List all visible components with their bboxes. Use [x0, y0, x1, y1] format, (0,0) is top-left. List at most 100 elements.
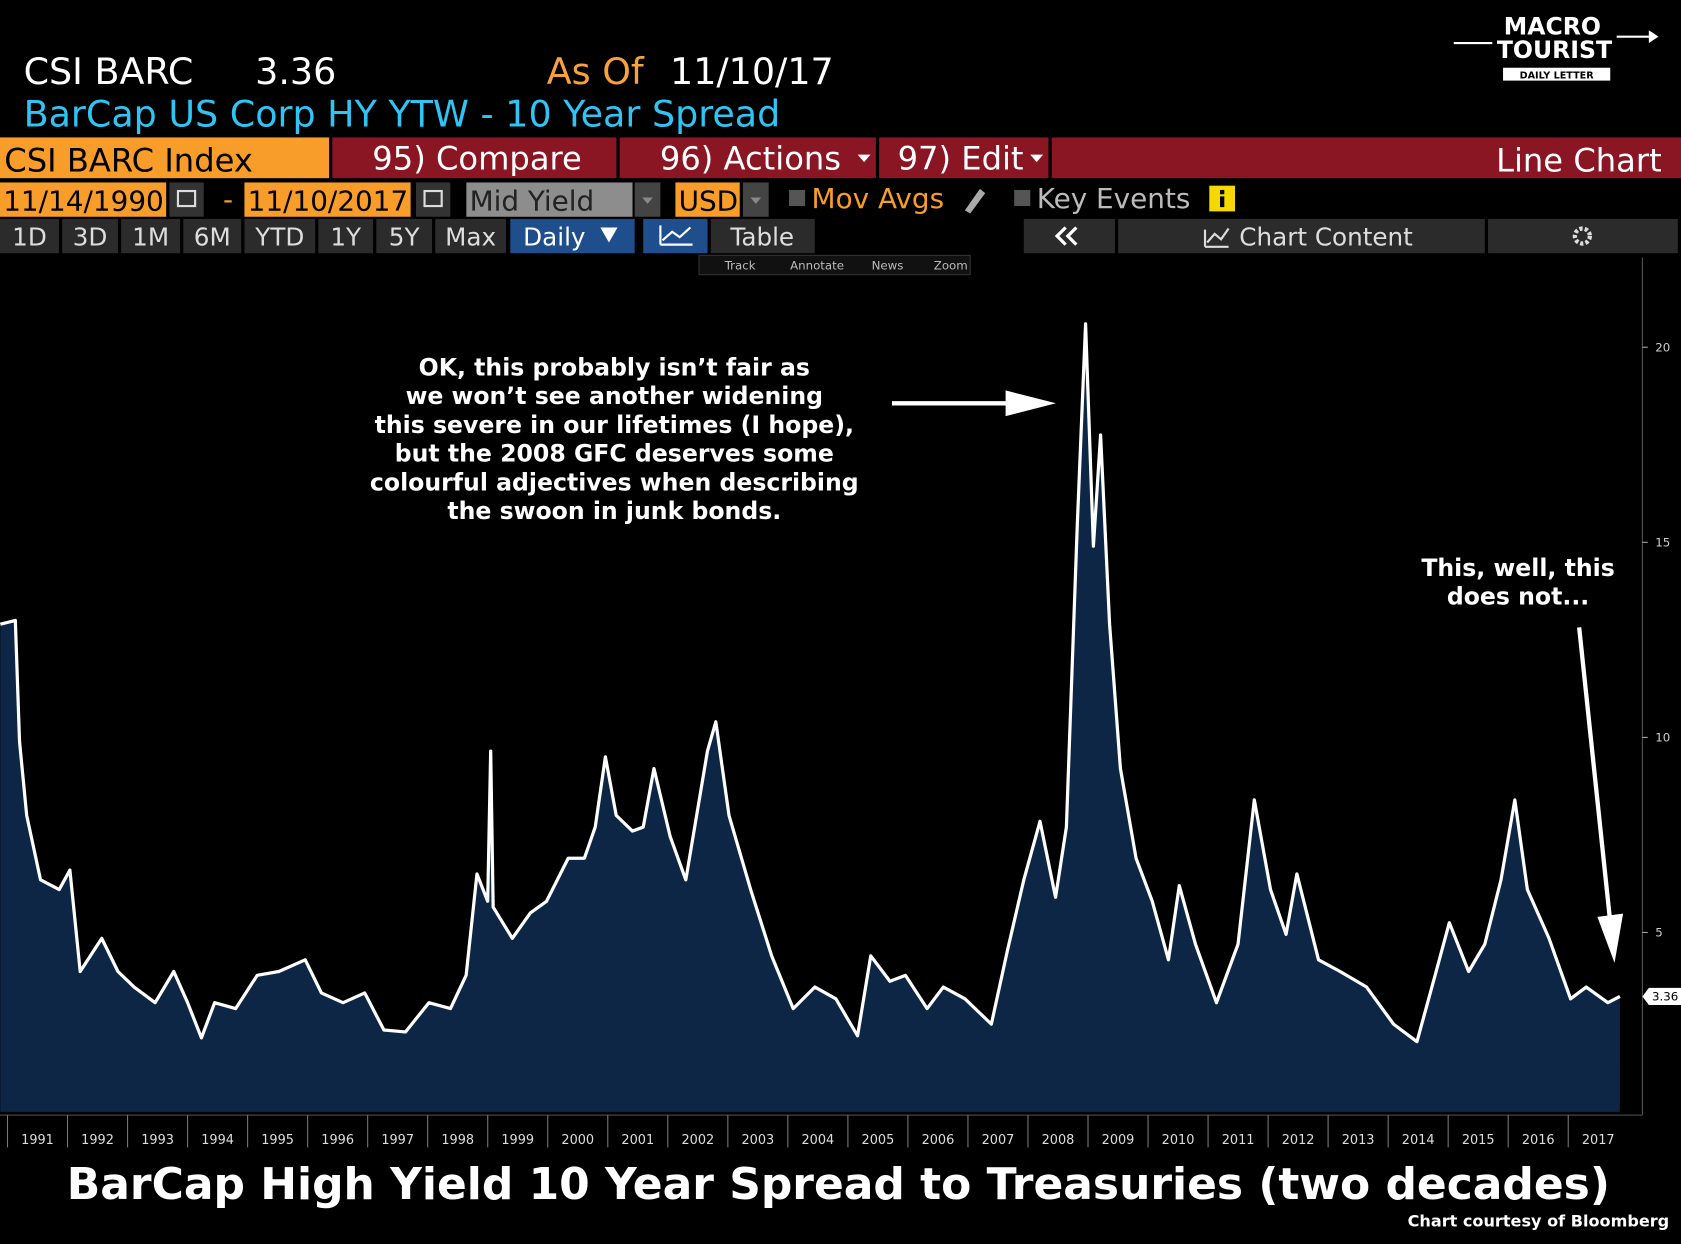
compare-button[interactable]: 95) Compare	[372, 140, 582, 178]
x-tick-label: 1996	[321, 1133, 354, 1148]
period-button[interactable]	[318, 218, 374, 254]
edit-button[interactable]: 97) Edit	[898, 140, 1024, 178]
chart-type-button[interactable]	[643, 218, 708, 254]
x-tick-label: 2006	[922, 1133, 955, 1148]
period-label[interactable]: 3D	[73, 223, 108, 252]
annotation: but the 2008 GFC deserves some	[395, 440, 834, 468]
checkbox[interactable]	[789, 189, 806, 207]
x-tick-label: 1997	[381, 1133, 414, 1148]
pencil-icon[interactable]	[964, 188, 986, 214]
period-button[interactable]	[62, 218, 118, 254]
calendar-button[interactable]	[169, 182, 204, 217]
annotation: does not...	[1447, 583, 1589, 611]
chart: 5 10 15 20 1991 1992 1993 1994 1995 1996 1997 1998 1…	[0, 257, 1681, 1148]
x-tick-label: 2009	[1102, 1133, 1135, 1148]
x-tick-label: 2005	[862, 1133, 895, 1148]
x-tick-label: 2004	[802, 1133, 835, 1148]
x-tick-label: 2002	[681, 1133, 714, 1148]
area	[0, 323, 1620, 1112]
x-tick-label: 2012	[1282, 1133, 1315, 1148]
x-tick-label: 2017	[1582, 1133, 1615, 1148]
as-of-date: 11/10/17	[670, 50, 834, 93]
as-of-label: As Of	[547, 50, 645, 93]
x-tick-label: 1992	[81, 1133, 114, 1148]
date-field[interactable]	[244, 182, 411, 217]
y-tick-label: 10	[1655, 731, 1670, 745]
currency-field[interactable]	[675, 182, 740, 217]
actions-button[interactable]: 96) Actions	[660, 140, 841, 178]
mov-avgs[interactable]: Mov Avgs	[812, 182, 945, 215]
dropdown-arrow	[1030, 154, 1044, 163]
x-tick-label: 2003	[741, 1133, 774, 1148]
annotation-arrow	[1577, 627, 1613, 923]
period-label[interactable]: YTD	[254, 223, 304, 252]
x-tick-label: 1994	[201, 1133, 234, 1148]
x-tick-label: 1998	[441, 1133, 474, 1148]
security-field[interactable]	[0, 137, 330, 179]
end-date[interactable]: 11/10/2017	[248, 184, 409, 217]
table-button[interactable]	[710, 218, 815, 254]
annotation: colourful adjectives when describing	[370, 468, 859, 496]
tool-label[interactable]: Track	[724, 258, 756, 272]
annotation: this severe in our lifetimes (I hope),	[375, 411, 854, 439]
last-value-label: 3.36	[1652, 990, 1678, 1004]
x-tick-label: 2014	[1402, 1133, 1435, 1148]
chart-content-label[interactable]: Chart Content	[1239, 223, 1413, 252]
date-separator: -	[223, 183, 233, 216]
date-field[interactable]	[0, 182, 167, 217]
period-label[interactable]: 1D	[12, 223, 47, 252]
tool-label[interactable]: News	[872, 258, 904, 272]
x-tick-label: 2008	[1042, 1133, 1075, 1148]
credit: Chart courtesy of Bloomberg	[1408, 1212, 1670, 1231]
period-button[interactable]	[121, 218, 181, 254]
y-tick-label: 5	[1655, 926, 1663, 940]
currency[interactable]: USD	[679, 184, 739, 217]
chart-content-icon	[1203, 227, 1230, 248]
tool-strip	[698, 254, 971, 276]
period-button[interactable]	[244, 218, 316, 254]
chart-content-button[interactable]	[1118, 218, 1485, 254]
button[interactable]	[332, 137, 617, 179]
last-price: 3.36	[255, 50, 336, 93]
frequency-button[interactable]	[510, 218, 635, 254]
period-bar: 1D 3D 1M 6M YTD 1Y 5Y Max Daily Table Chart Conten…	[0, 218, 1678, 276]
tool-label[interactable]: Annotate	[790, 258, 844, 272]
logo: MACRO TOURIST DAILY LETTER	[1453, 13, 1659, 81]
x-tick-label: 2001	[621, 1133, 654, 1148]
calendar-icon	[423, 189, 443, 208]
x-tick-label: 2000	[561, 1133, 594, 1148]
x-tick-label: 1991	[21, 1133, 54, 1148]
period-label[interactable]: 1Y	[330, 223, 362, 252]
start-date[interactable]: 11/14/1990	[3, 184, 164, 217]
field[interactable]: Mid Yield	[470, 184, 595, 217]
settings-icon	[1572, 226, 1593, 246]
period-label[interactable]: 5Y	[389, 223, 421, 252]
period-button[interactable]	[376, 218, 433, 254]
period-label[interactable]: 1M	[132, 223, 169, 252]
annotation: This, well, this	[1421, 554, 1614, 582]
field-select[interactable]	[466, 182, 633, 217]
button[interactable]	[619, 137, 876, 179]
logo-text: MACRO	[1504, 13, 1601, 41]
tool-label[interactable]: Zoom	[934, 258, 968, 272]
collapse-icon	[1054, 226, 1078, 246]
period-button[interactable]	[0, 218, 59, 254]
annotation: OK, this probably isn’t fair as	[419, 353, 810, 381]
frequency-label[interactable]: Daily	[523, 223, 585, 252]
calendar-button[interactable]	[415, 182, 451, 217]
x-tick-label: 2013	[1342, 1133, 1375, 1148]
period-button[interactable]	[183, 218, 242, 254]
checkbox[interactable]	[1014, 189, 1031, 207]
table-label[interactable]: Table	[729, 223, 794, 252]
period-label[interactable]: 6M	[194, 223, 231, 252]
period-button[interactable]	[435, 218, 507, 254]
settings-button[interactable]	[1488, 218, 1678, 254]
dropdown-arrow	[857, 154, 871, 163]
security[interactable]: CSI BARC Index	[4, 142, 253, 180]
y-tick-label: 20	[1655, 341, 1670, 355]
button[interactable]	[879, 137, 1049, 179]
period-label[interactable]: Max	[445, 223, 496, 252]
x-tick-label: 2007	[982, 1133, 1015, 1148]
key-events[interactable]: Key Events	[1037, 182, 1191, 215]
